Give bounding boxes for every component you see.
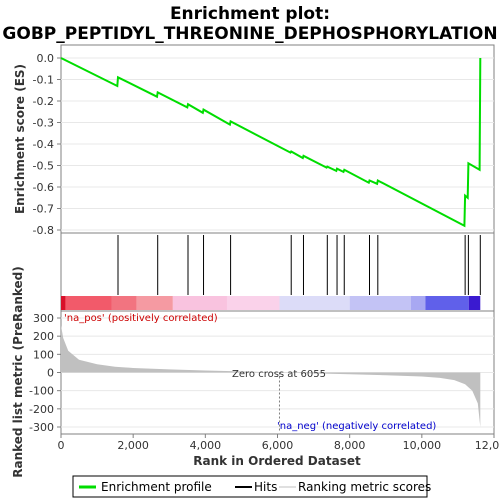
heatmap-segment: [61, 296, 112, 310]
metric-tick-label: -100: [29, 385, 54, 398]
metric-tick-label: -200: [29, 403, 54, 416]
metric-tick-label: -300: [29, 421, 54, 434]
x-axis-label: Rank in Ordered Dataset: [193, 454, 361, 468]
heatmap-segment: [136, 296, 173, 310]
x-tick-label: 12,000: [475, 439, 500, 452]
legend-metric-label: Ranking metric scores: [298, 480, 431, 494]
metric-y-ticks: 300 200 100 0 -100 -200 -300: [29, 312, 61, 434]
heatmap-segment: [349, 296, 412, 310]
heatmap-segment: [61, 296, 66, 310]
es-tick-label: -0.6: [33, 181, 54, 194]
neg-label: 'na_neg' (negatively correlated): [277, 421, 436, 432]
es-grid: [61, 57, 494, 231]
es-tick-label: -0.2: [33, 95, 54, 108]
metric-tick-label: 200: [33, 330, 54, 343]
metric-tick-label: 100: [33, 348, 54, 361]
es-tick-label: -0.5: [33, 160, 54, 173]
heatmap-segment: [425, 296, 469, 310]
es-tick-label: 0.0: [37, 52, 55, 65]
heatmap-segment: [172, 296, 227, 310]
metric-tick-label: 300: [33, 312, 54, 325]
title-line-2: GOBP_PEPTIDYL_THREONINE_DEPHOSPHORYLATIO…: [2, 24, 497, 44]
heatmap-segment: [468, 296, 481, 310]
x-tick-label: 8,000: [334, 439, 366, 452]
rank-heatmap-bar: [61, 296, 481, 310]
pos-label: 'na_pos' (positively correlated): [64, 313, 218, 324]
es-axis-label: Enrichment score (ES): [13, 64, 27, 214]
x-tick-label: 2,000: [117, 439, 149, 452]
es-tick-label: -0.8: [33, 224, 54, 237]
x-tick-label: 10,000: [403, 439, 442, 452]
heatmap-segment: [411, 296, 426, 310]
hit-lines: [117, 235, 481, 295]
zero-cross-label: Zero cross at 6055: [232, 369, 326, 380]
es-y-ticks: 0.0 -0.1 -0.2 -0.3 -0.4 -0.5 -0.6 -0.7 -0.8: [33, 52, 61, 237]
es-tick-label: -0.1: [33, 74, 54, 87]
x-tick-label: 6,000: [262, 439, 294, 452]
legend-hits-label: Hits: [254, 480, 277, 494]
x-tick-label: 4,000: [190, 439, 222, 452]
heatmap-segment: [226, 296, 280, 310]
heatmap-segment: [111, 296, 137, 310]
x-tick-label: 0: [58, 439, 65, 452]
legend-profile-label: Enrichment profile: [101, 480, 212, 494]
enrichment-profile-line: [60, 57, 482, 228]
metric-axis-label: Ranked list metric (PreRanked): [11, 266, 25, 478]
title-line-1: Enrichment plot:: [170, 4, 330, 24]
metric-tick-label: 0: [47, 367, 54, 380]
es-tick-label: -0.3: [33, 117, 54, 130]
x-ticks: 0 2,000 4,000 6,000 8,000 10,000 12,000: [58, 434, 500, 452]
es-panel: [60, 44, 495, 234]
heatmap-segment: [279, 296, 350, 310]
legend: Enrichment profile Hits Ranking metric s…: [72, 475, 431, 498]
es-tick-label: -0.4: [33, 138, 54, 151]
es-tick-label: -0.7: [33, 203, 54, 216]
